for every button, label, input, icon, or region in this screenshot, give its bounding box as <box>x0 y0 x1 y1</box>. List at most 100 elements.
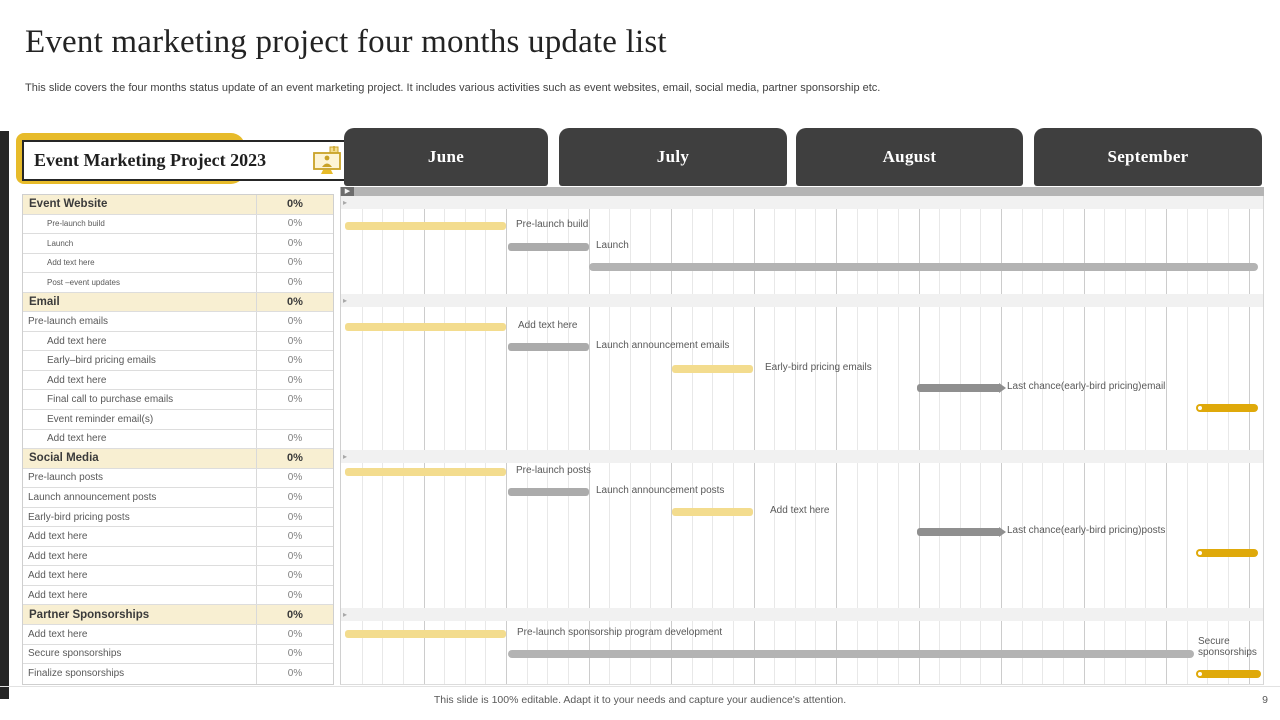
table-row[interactable]: Add text here 0% <box>23 429 333 450</box>
table-row[interactable]: Launch announcement posts 0% <box>23 488 333 508</box>
presentation-monitor-icon <box>310 145 344 176</box>
gantt-bar[interactable] <box>508 650 1194 658</box>
table-row[interactable]: Add text here 0% <box>23 585 333 606</box>
project-panel-title: Event Marketing Project 2023 <box>34 150 267 170</box>
task-progress-value: 0% <box>256 546 333 566</box>
task-progress-value: 0% <box>256 234 333 253</box>
task-label: Early-bird pricing posts <box>28 511 130 523</box>
grid-line <box>464 196 466 684</box>
left-accent-bar <box>0 131 9 699</box>
grid-line <box>485 196 487 684</box>
gantt-section-separator: ▸ <box>341 450 1263 463</box>
table-row[interactable]: Pre-launch emails 0% <box>23 312 333 332</box>
gantt-bar[interactable] <box>344 630 507 638</box>
task-progress-value: 0% <box>256 644 333 664</box>
grid-line <box>774 196 776 684</box>
task-progress-value: 0% <box>256 253 333 273</box>
task-progress-value: 0% <box>256 429 333 449</box>
gantt-bar[interactable] <box>672 508 754 516</box>
task-progress-value: 0% <box>256 605 333 625</box>
task-progress-value: 0% <box>256 195 333 214</box>
gantt-bar-label: Pre-launch posts <box>516 465 592 476</box>
task-label: Finalize sponsorships <box>28 668 125 680</box>
gantt-bar[interactable] <box>1196 670 1261 678</box>
gantt-section-separator: ▸ <box>341 196 1263 209</box>
month-header-june[interactable]: June <box>344 128 548 186</box>
task-progress-value: 0% <box>256 527 333 546</box>
gantt-bar[interactable] <box>508 343 590 351</box>
table-row[interactable]: Pre-launch build 0% <box>23 214 333 235</box>
gantt-bar[interactable] <box>344 468 507 476</box>
task-label: Pre-launch posts <box>28 472 104 484</box>
grid-line <box>918 196 920 684</box>
table-row[interactable]: Add text here 0% <box>23 370 333 391</box>
table-row[interactable]: Secure sponsorships 0% <box>23 644 333 665</box>
task-progress-value <box>256 410 333 429</box>
timeline-scrollbar-arrow-icon[interactable]: ▶ <box>341 187 354 196</box>
month-header-july[interactable]: July <box>559 128 787 186</box>
month-header-september[interactable]: September <box>1034 128 1262 186</box>
gantt-bar[interactable] <box>589 263 1259 271</box>
table-row[interactable]: Pre-launch posts 0% <box>23 468 333 489</box>
table-row[interactable]: Add text here 0% <box>23 253 333 274</box>
grid-line <box>423 196 425 684</box>
grid-line <box>1207 196 1209 684</box>
table-row[interactable]: Add text here 0% <box>23 566 333 586</box>
gantt-bar[interactable] <box>344 222 507 230</box>
task-label: Add text here <box>28 550 88 562</box>
table-row[interactable]: Launch 0% <box>23 234 333 254</box>
task-progress-value: 0% <box>256 566 333 585</box>
timeline-scrollbar[interactable] <box>340 187 1264 196</box>
grid-line <box>1145 196 1147 684</box>
gantt-bar-label: Launch announcement emails <box>596 340 730 351</box>
footer-divider <box>0 686 1280 687</box>
page-number: 9 <box>1262 694 1268 706</box>
task-progress-value: 0% <box>256 331 333 351</box>
task-label: Add text here <box>28 589 88 601</box>
gantt-bar[interactable] <box>672 365 754 373</box>
table-section-row[interactable]: Event Website 0% <box>23 195 333 215</box>
table-row[interactable]: Final call to purchase emails 0% <box>23 390 333 411</box>
grid-line <box>1166 196 1167 684</box>
task-progress-value: 0% <box>256 370 333 390</box>
task-progress-value: 0% <box>256 585 333 605</box>
task-progress-value: 0% <box>256 351 333 370</box>
month-header-august[interactable]: August <box>796 128 1023 186</box>
project-panel[interactable]: Event Marketing Project 2023 <box>22 140 352 181</box>
gantt-bar[interactable] <box>508 243 590 251</box>
gantt-grid <box>340 196 1264 685</box>
table-section-row[interactable]: Partner Sponsorships 0% <box>23 605 333 626</box>
table-row[interactable]: Add text here 0% <box>23 625 333 645</box>
grid-line <box>609 196 611 684</box>
grid-line <box>732 196 734 684</box>
table-section-row[interactable]: Social Media 0% <box>23 449 333 469</box>
table-row[interactable]: Add text here 0% <box>23 331 333 352</box>
grid-line <box>691 196 693 684</box>
grid-line <box>1021 196 1023 684</box>
gantt-bar[interactable] <box>916 527 1007 537</box>
gantt-bar[interactable] <box>344 323 507 331</box>
table-row[interactable]: Add text here 0% <box>23 546 333 567</box>
gantt-bar-label: Secure sponsorships <box>1198 636 1257 658</box>
table-row[interactable]: Finalize sponsorships 0% <box>23 664 333 684</box>
grid-line <box>877 196 879 684</box>
table-section-row[interactable]: Email 0% <box>23 292 333 313</box>
task-progress-value: 0% <box>256 214 333 234</box>
gantt-bar[interactable] <box>508 488 590 496</box>
task-progress-value: 0% <box>256 664 333 684</box>
grid-line <box>980 196 982 684</box>
table-row[interactable]: Add text here 0% <box>23 527 333 547</box>
grid-line <box>1227 196 1229 684</box>
gantt-bar[interactable] <box>1196 404 1259 412</box>
task-label: Post –event updates <box>47 277 120 287</box>
gantt-bar[interactable] <box>916 383 1007 393</box>
gantt-bar-label: Launch <box>596 240 629 251</box>
gantt-bar[interactable] <box>1196 549 1259 557</box>
task-progress-value: 0% <box>256 273 333 292</box>
table-row[interactable]: Early–bird pricing emails 0% <box>23 351 333 371</box>
table-row[interactable]: Early-bird pricing posts 0% <box>23 507 333 528</box>
table-row[interactable]: Event reminder email(s) <box>23 410 333 430</box>
table-row[interactable]: Post –event updates 0% <box>23 273 333 293</box>
grid-line <box>1124 196 1126 684</box>
task-label: Launch announcement posts <box>28 491 157 503</box>
